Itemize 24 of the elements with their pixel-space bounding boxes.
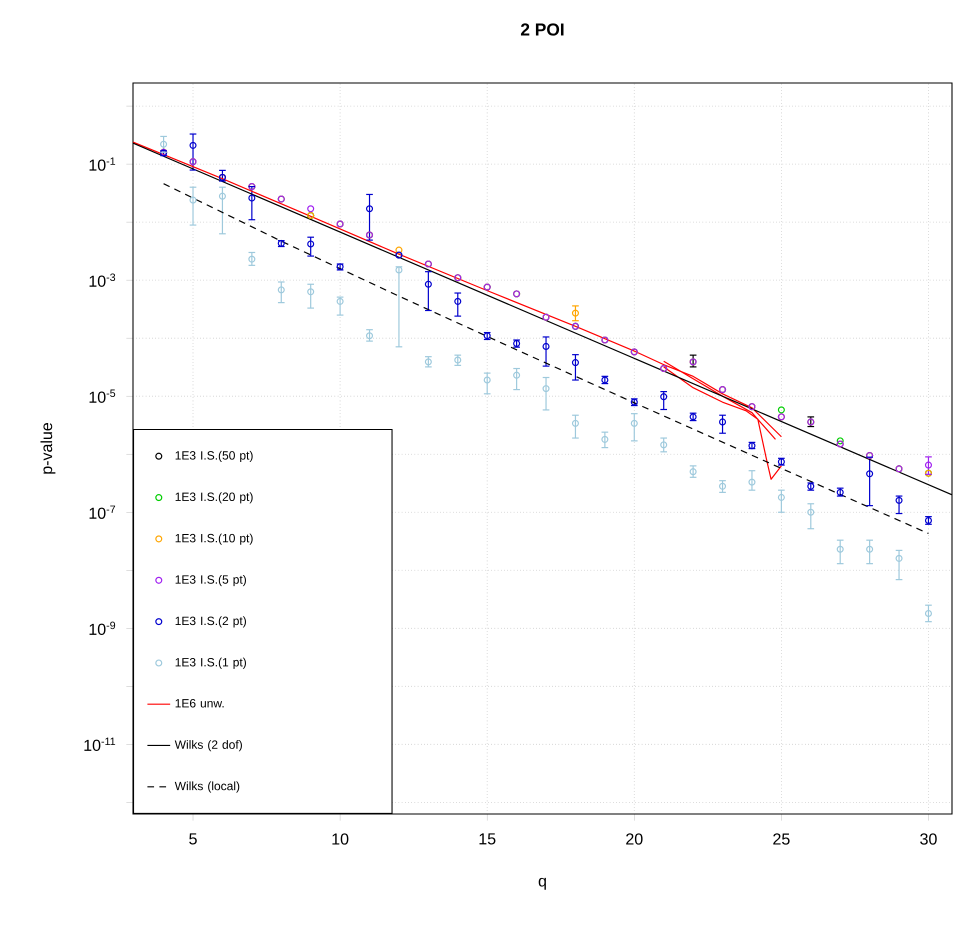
- x-tick-label: 25: [773, 833, 790, 845]
- y-tick-label: 10$^{-1}$: [90, 157, 116, 171]
- y-tick-label: 10$^{-5}$: [90, 390, 116, 403]
- legend-label: 1E3 I.S.(20 pt): [176, 492, 253, 504]
- legend-label: 1E3 I.S.(10 pt): [176, 534, 253, 545]
- legend-label: Wilks (local): [174, 781, 240, 793]
- x-tick-label: 30: [920, 833, 937, 845]
- chart-title: 2 POI: [520, 23, 564, 36]
- y-tick-label: 10$^{-7}$: [90, 506, 116, 519]
- legend-label: 1E3 I.S.(2 pt): [176, 616, 246, 628]
- x-tick-label: 20: [626, 833, 643, 845]
- y-axis-title: p-value: [40, 422, 56, 474]
- y-tick-label: 10$^{-9}$: [90, 622, 116, 635]
- legend-label: 1E3 I.S.(5 pt): [176, 574, 246, 586]
- legend-label: Wilks (2 dof): [174, 740, 242, 752]
- legend-label: 1E3 I.S.(1 pt): [176, 658, 246, 669]
- x-axis-title: q: [538, 878, 546, 890]
- x-tick-label: 5: [189, 833, 197, 845]
- y-tick-label: 10$^{-11}$: [84, 738, 116, 751]
- y-tick-label: 10$^{-3}$: [90, 273, 116, 287]
- legend-label: 1E6 unw.: [176, 699, 224, 708]
- x-tick-label: 10: [332, 833, 348, 845]
- x-tick-label: 15: [480, 833, 496, 845]
- legend-label: 1E3 I.S.(50 pt): [176, 450, 253, 462]
